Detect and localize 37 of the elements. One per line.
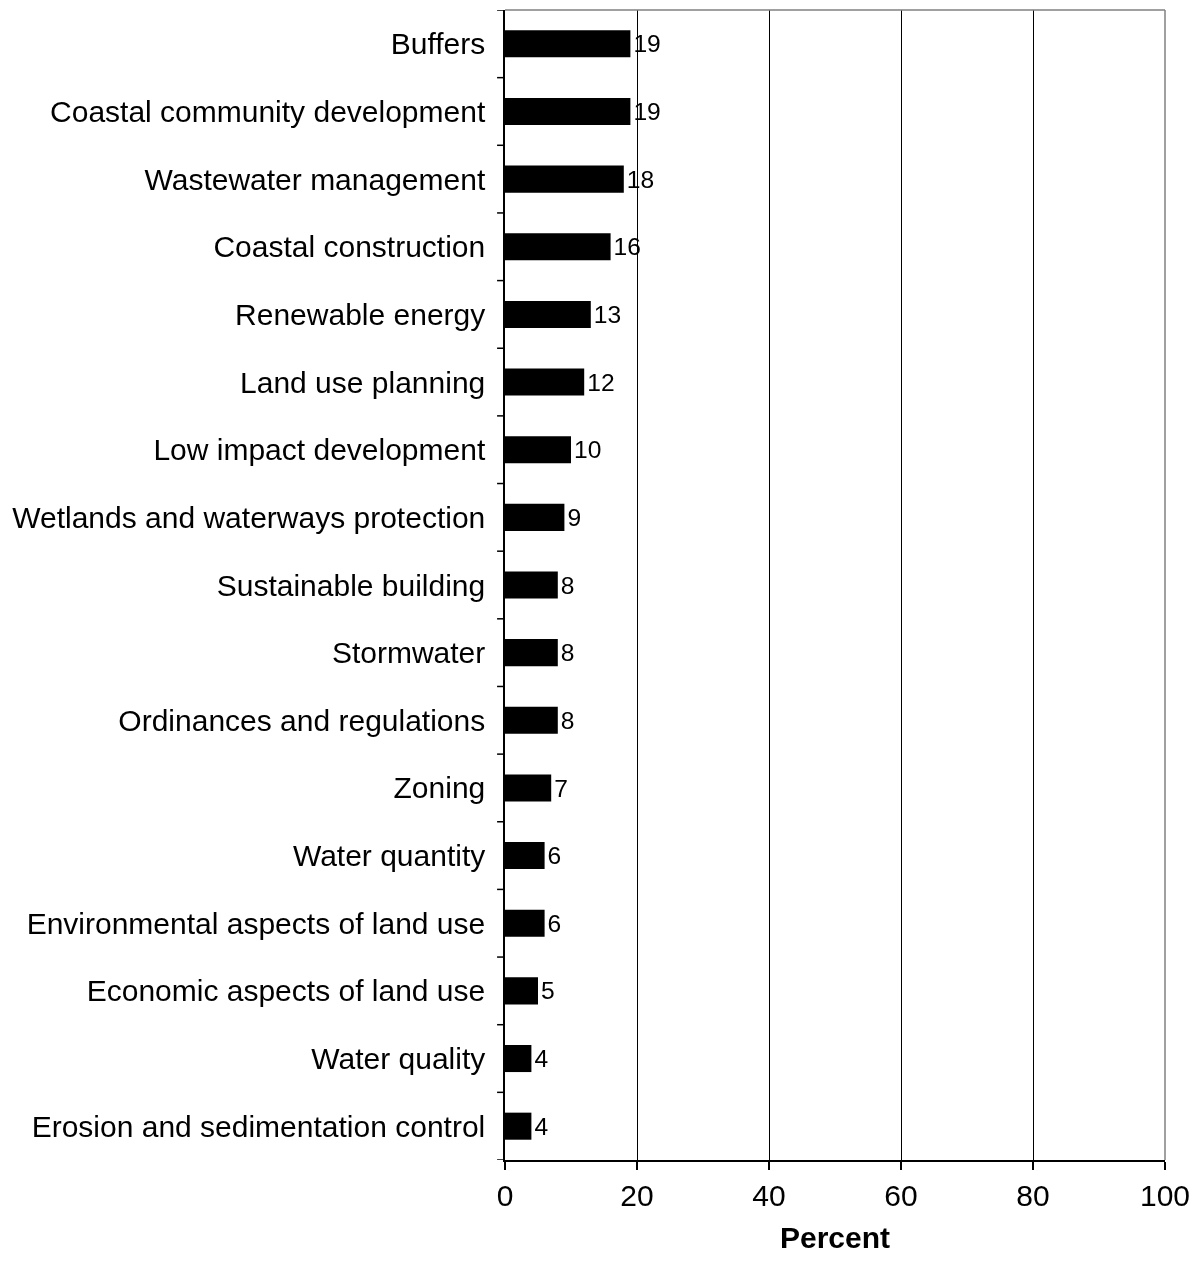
- y-tick-label: Wetlands and waterways protection: [12, 500, 486, 534]
- y-tick-label: Coastal community development: [50, 94, 486, 128]
- y-tick-label: Wastewater management: [144, 162, 486, 196]
- y-tick-label: Buffers: [390, 27, 486, 61]
- y-tick-label: Coastal construction: [213, 230, 486, 264]
- y-tick-label: Water quality: [311, 1042, 486, 1076]
- data-label: 6: [547, 909, 562, 937]
- y-tick-label: Water quantity: [292, 839, 486, 873]
- x-tick-label: 0: [496, 1178, 514, 1212]
- x-axis-title: Percent: [779, 1220, 891, 1254]
- data-label: 8: [560, 639, 575, 667]
- data-label: 8: [560, 571, 575, 599]
- data-label: 5: [541, 977, 555, 1005]
- y-tick-label: Sustainable building: [216, 568, 486, 602]
- data-label: 9: [567, 503, 582, 531]
- y-tick-label: Erosion and sedimentation control: [31, 1109, 486, 1143]
- x-tick-label: 40: [752, 1178, 786, 1212]
- data-label: 6: [547, 842, 562, 870]
- x-tick-label: 100: [1139, 1178, 1191, 1212]
- y-tick-label: Economic aspects of land use: [86, 974, 486, 1008]
- y-tick-label: Stormwater: [331, 636, 486, 670]
- data-label: 4: [534, 1045, 549, 1073]
- x-tick-label: 20: [620, 1178, 654, 1212]
- data-label: 7: [554, 774, 568, 802]
- y-tick-label: Land use planning: [240, 365, 486, 399]
- y-tick-label: Renewable energy: [235, 297, 486, 331]
- x-tick-label: 60: [884, 1178, 918, 1212]
- data-label: 13: [593, 301, 622, 329]
- data-label: 4: [534, 1112, 549, 1140]
- data-label: 10: [574, 436, 602, 464]
- y-tick-label: Zoning: [393, 771, 486, 805]
- data-label: 12: [587, 368, 615, 396]
- y-tick-label: Ordinances and regulations: [118, 703, 486, 737]
- y-tick-label: Environmental aspects of land use: [26, 906, 486, 940]
- data-label: 8: [560, 706, 575, 734]
- y-tick-label: Low impact development: [153, 433, 486, 467]
- x-tick-label: 80: [1016, 1178, 1050, 1212]
